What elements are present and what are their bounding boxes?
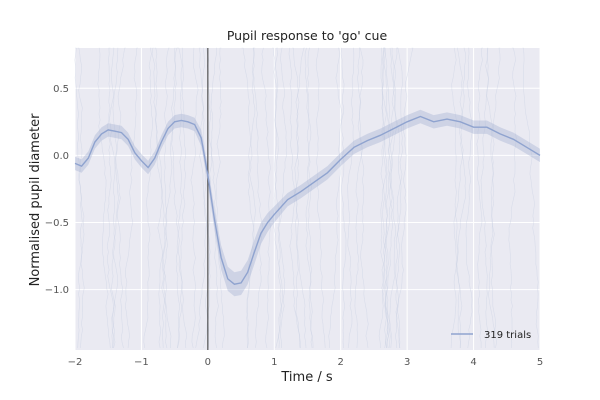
trial-trace (386, 47, 395, 349)
trial-trace (304, 47, 314, 349)
y-axis-title: Normalised pupil diameter (28, 113, 43, 286)
trial-trace (395, 47, 414, 349)
trial-trace (175, 47, 184, 349)
trial-trace (315, 47, 326, 349)
trial-trace (522, 47, 539, 349)
x-tick-label: −2 (68, 357, 83, 368)
trial-trace (171, 47, 183, 349)
trial-trace (143, 47, 153, 349)
trial-trace (111, 47, 126, 349)
trial-trace (261, 47, 271, 349)
x-axis-title: Time / s (280, 370, 332, 385)
trial-trace (508, 47, 517, 349)
x-tick-labels: −2 −1 0 1 2 3 4 5 (68, 357, 544, 368)
trial-trace (480, 47, 489, 348)
trial-trace (124, 47, 138, 349)
chart-title: Pupil response to 'go' cue (227, 28, 388, 43)
x-tick-label: 0 (205, 357, 211, 368)
single-trial-traces (74, 47, 539, 349)
trial-trace (465, 47, 473, 349)
trial-trace (205, 47, 219, 349)
trial-trace (190, 47, 199, 349)
mean-series-line (74, 115, 541, 285)
trial-trace (151, 47, 168, 349)
trial-trace (273, 47, 285, 348)
y-tick-label: −0.5 (45, 218, 69, 229)
y-tick-labels: 0.5 0.0 −0.5 −1.0 (45, 84, 69, 296)
trial-trace (357, 47, 369, 349)
trial-trace (486, 47, 495, 349)
trial-trace (456, 47, 467, 349)
trial-trace (74, 47, 85, 349)
x-tick-label: 5 (537, 357, 543, 368)
legend: 319 trials (451, 330, 531, 341)
legend-label: 319 trials (484, 330, 531, 341)
trial-trace (453, 47, 464, 349)
x-tick-label: −1 (134, 357, 149, 368)
x-tick-label: 2 (338, 357, 344, 368)
trial-trace (381, 47, 390, 349)
trial-trace (112, 47, 124, 349)
trial-trace (394, 47, 404, 349)
trial-trace (476, 47, 483, 348)
trial-trace (241, 47, 255, 349)
trial-trace (347, 47, 355, 349)
trial-trace (450, 47, 459, 349)
trial-trace (490, 47, 501, 349)
trial-trace (305, 47, 313, 349)
trial-trace (383, 47, 392, 349)
trial-trace (177, 47, 188, 349)
trial-trace (381, 47, 389, 349)
trial-trace (195, 47, 208, 349)
x-tick-label: 1 (271, 357, 277, 368)
trial-trace (354, 47, 364, 349)
trial-trace (109, 47, 119, 348)
trial-trace (388, 47, 398, 349)
x-tick-label: 3 (404, 357, 410, 368)
trial-trace (335, 47, 347, 349)
trial-trace (378, 47, 384, 349)
y-tick-label: −1.0 (45, 285, 69, 296)
trial-trace (393, 47, 402, 349)
trial-trace (162, 47, 179, 349)
trial-trace (252, 47, 264, 349)
trial-trace (106, 47, 115, 349)
trial-trace (275, 47, 288, 349)
trial-trace (158, 47, 170, 349)
trial-trace (97, 47, 111, 349)
trial-trace (272, 47, 282, 349)
trial-trace (205, 47, 217, 349)
confidence-band (75, 109, 540, 297)
trial-trace (215, 47, 225, 349)
plot-background (75, 48, 540, 350)
trial-trace (77, 47, 83, 349)
trial-trace (198, 47, 211, 349)
trial-trace (328, 47, 345, 349)
x-tick-label: 4 (470, 357, 476, 368)
trial-trace (154, 47, 172, 348)
trial-trace (382, 47, 392, 349)
y-tick-label: 0.5 (53, 84, 69, 95)
y-tick-label: 0.0 (53, 151, 69, 162)
trial-trace (246, 47, 256, 349)
